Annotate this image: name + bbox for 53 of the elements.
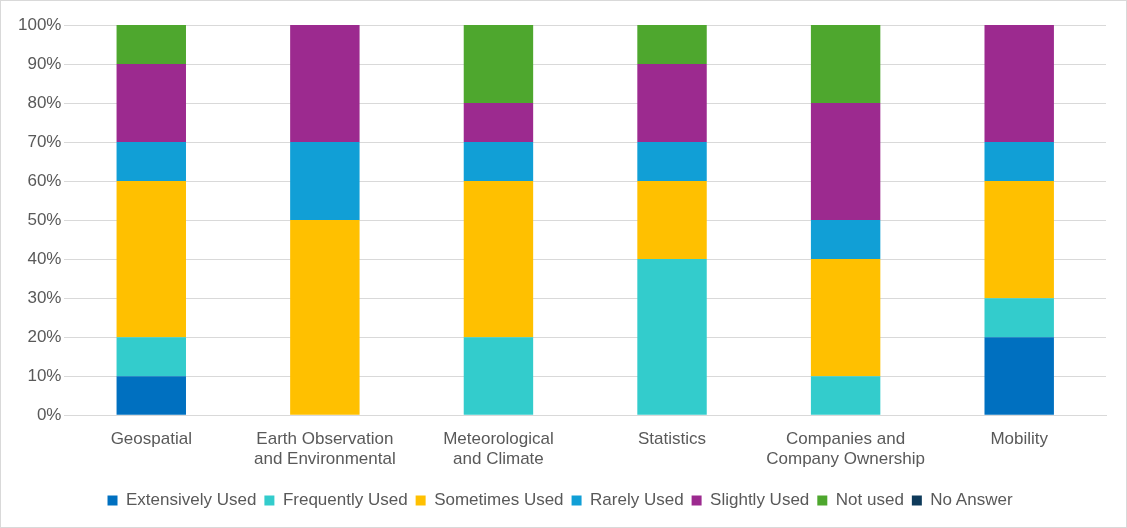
legend-label: Rarely Used [590, 490, 684, 510]
legend-label: Sometimes Used [434, 490, 564, 510]
y-tick-label: 30% [27, 287, 62, 307]
legend-label: Not used [835, 490, 904, 510]
x-tick-label: Geospatial [110, 429, 192, 449]
bar [810, 376, 881, 415]
y-tick-label: 60% [27, 170, 62, 190]
bar [116, 337, 186, 377]
bar [290, 220, 360, 415]
y-tick-label: 90% [27, 53, 62, 73]
bar [463, 181, 534, 338]
y-tick-label: 0% [36, 404, 62, 424]
bar [984, 298, 1054, 338]
bar [290, 142, 360, 221]
bar [463, 103, 534, 143]
bar [116, 376, 186, 415]
bar [116, 181, 186, 338]
bar [984, 337, 1054, 415]
legend-label: Extensively Used [126, 490, 257, 510]
y-tick-label: 10% [27, 365, 62, 385]
legend-label: Slightly Used [710, 490, 810, 510]
bar [810, 259, 881, 377]
y-tick-label: 100% [18, 14, 62, 34]
bar [463, 337, 534, 415]
y-tick-label: 80% [27, 92, 62, 112]
x-tick-label: Mobility [990, 429, 1049, 449]
bar [116, 142, 186, 182]
x-tick-label: Statistics [638, 429, 707, 449]
x-tick-label: Earth Observation and Environmental [253, 429, 396, 469]
y-tick-label: 40% [27, 248, 62, 268]
legend-label: Frequently Used [282, 490, 408, 510]
bar [637, 259, 707, 415]
bar [810, 25, 881, 104]
bar [463, 142, 534, 182]
bar [810, 103, 881, 221]
x-tick-label: Companies and Company Ownership [766, 429, 925, 469]
bar [810, 220, 881, 260]
bar [984, 142, 1054, 182]
bar [116, 64, 186, 143]
bar [984, 25, 1054, 143]
legend-label: No Answer [930, 490, 1013, 510]
bar [290, 25, 360, 143]
y-tick-label: 20% [27, 326, 62, 346]
x-tick-label: Meteorological and Climate [443, 429, 554, 469]
bar [637, 25, 707, 65]
bar [637, 181, 707, 260]
y-tick-label: 70% [27, 131, 62, 151]
bar [463, 25, 534, 104]
bar [116, 25, 186, 65]
bar [637, 142, 707, 182]
bar [637, 64, 707, 143]
y-tick-label: 50% [27, 209, 62, 229]
bar [984, 181, 1054, 299]
